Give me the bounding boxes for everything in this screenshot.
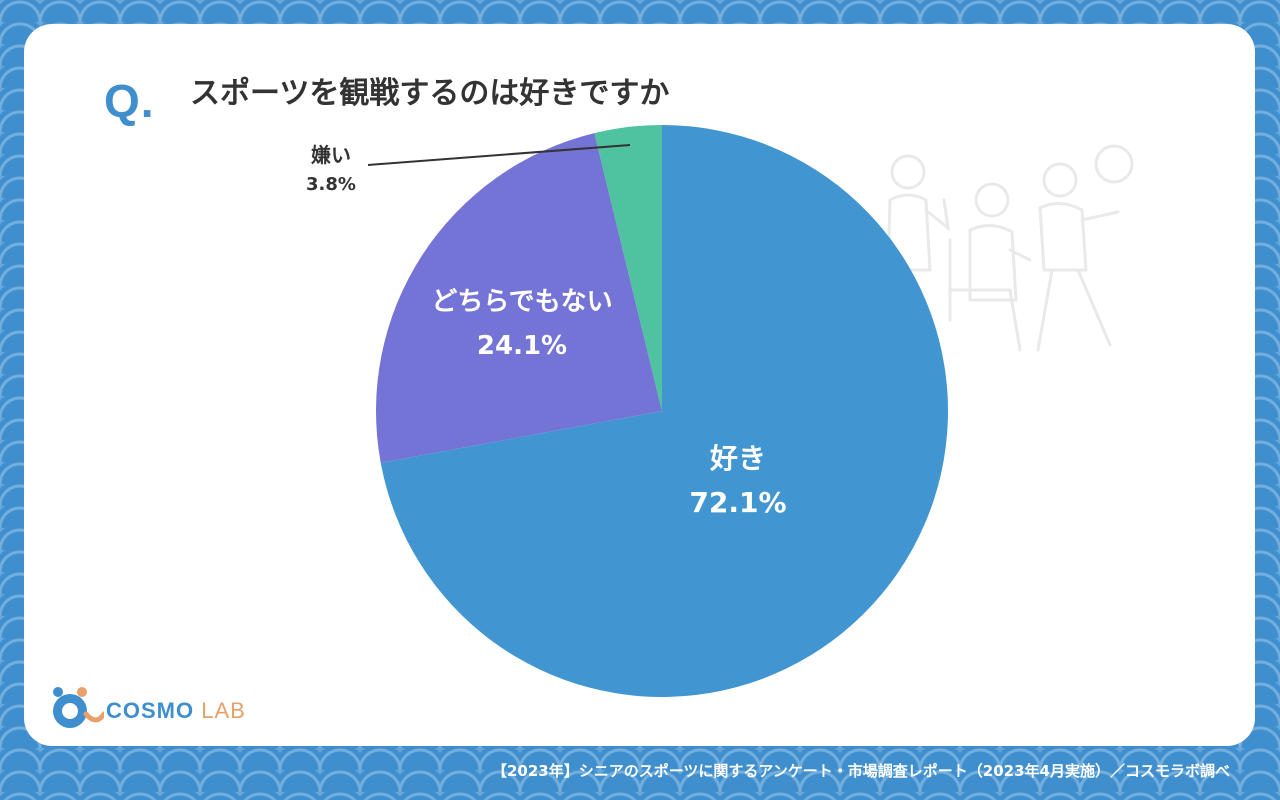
logo-text: COSMO LAB <box>106 698 246 724</box>
question-mark: Q. <box>104 75 155 127</box>
pie-slice-嫌い <box>594 125 662 411</box>
pie-slice-どちらでもない <box>376 133 662 463</box>
slice-label-嫌い: 嫌い <box>311 143 351 167</box>
logo-main: COSMO <box>106 698 195 723</box>
cosmo-lab-logo-icon <box>53 687 104 728</box>
slice-label-どちらでもない: どちらでもない <box>431 287 612 317</box>
pie-labels: 好き 72.1% どちらでもない 24.1% 嫌い 3.8% <box>306 143 787 519</box>
pie-slices <box>376 125 949 697</box>
slice-value-どちらでもない: 24.1% <box>477 331 567 361</box>
slice-value-好き: 72.1% <box>689 486 786 519</box>
footer-source: 【2023年】シニアのスポーツに関するアンケート・市場調査レポート（2023年4… <box>491 762 1230 780</box>
pie-slice-好き <box>380 125 949 697</box>
slice-value-嫌い: 3.8% <box>306 174 356 195</box>
logo-sub: LAB <box>201 698 246 723</box>
slice-label-好き: 好き <box>709 442 766 475</box>
seniors-watching-sports-icon <box>886 144 1134 352</box>
leader-line-嫌い <box>367 144 631 166</box>
page-title: スポーツを観戦するのは好きですか <box>190 76 670 111</box>
